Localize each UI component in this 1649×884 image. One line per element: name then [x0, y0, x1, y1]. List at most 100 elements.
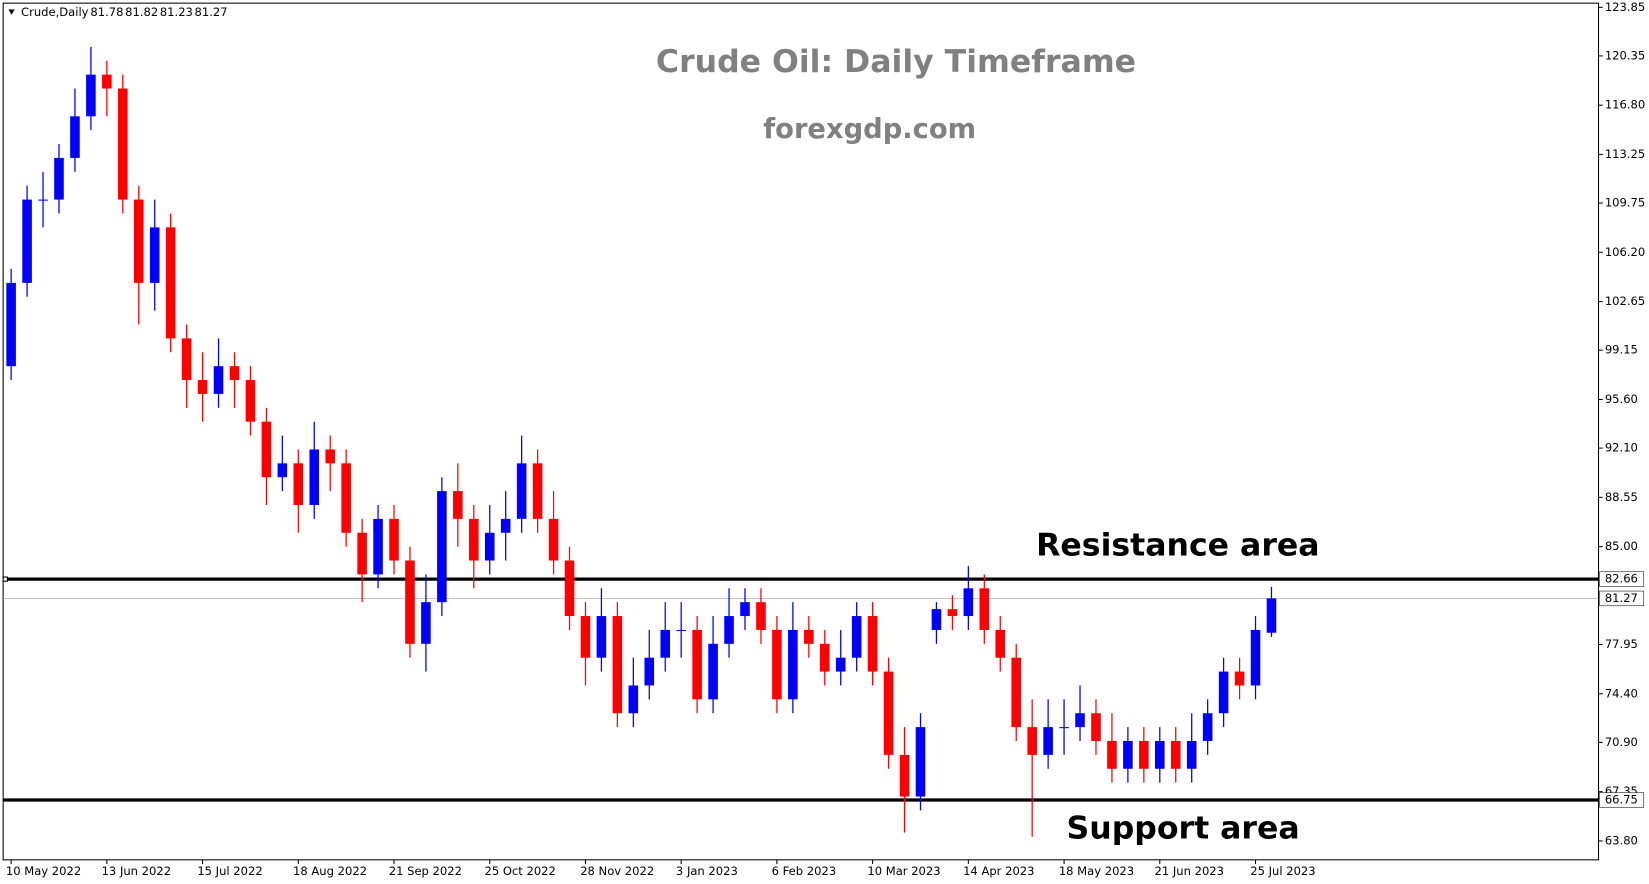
- y-tick-label: 113.25: [1605, 147, 1645, 161]
- candle-body: [245, 380, 256, 422]
- last-price-line-box: [1599, 590, 1645, 607]
- candle-body: [979, 588, 990, 630]
- x-tick-label: 28 Nov 2022: [580, 864, 654, 878]
- ohlc-header: 81.78 81.82 81.23 81.27: [90, 5, 227, 19]
- candle-body: [788, 629, 798, 700]
- y-tick-label: 63.80: [1605, 833, 1638, 847]
- candle-body: [86, 74, 96, 117]
- resistance-line-box: [1599, 571, 1645, 587]
- support-line-label: 66.75: [1605, 792, 1638, 806]
- candle-body: [883, 671, 894, 755]
- candle-body: [931, 609, 942, 630]
- candle-body: [181, 338, 192, 381]
- last-price-line-label: 81.27: [1605, 591, 1638, 605]
- candle-body: [453, 491, 463, 519]
- candle-body: [500, 518, 511, 533]
- candle-body: [405, 560, 415, 644]
- ohlc-value: 81.27: [195, 5, 228, 19]
- y-tick-label: 116.80: [1605, 98, 1645, 112]
- candle-body: [1234, 671, 1245, 686]
- candle-body: [548, 518, 559, 561]
- candle-body: [596, 616, 607, 658]
- candle-body: [772, 629, 782, 700]
- y-tick-label: 85.00: [1605, 539, 1638, 553]
- x-tick-label: 15 Jul 2022: [197, 864, 262, 878]
- chart-title: Crude Oil: Daily Timeframe: [656, 44, 1136, 80]
- candle-body: [1091, 713, 1101, 741]
- candle-body: [628, 685, 639, 714]
- candle-body: [756, 602, 766, 630]
- candle-body: [947, 609, 958, 617]
- candle-body: [133, 199, 144, 283]
- candle-body: [580, 616, 591, 658]
- x-tick-label: 25 Jul 2023: [1250, 864, 1315, 878]
- candle-body: [1059, 727, 1069, 729]
- candle-body: [851, 616, 862, 658]
- candle-body: [676, 629, 686, 631]
- candle-body: [915, 727, 926, 797]
- annotation: Support area: [1067, 810, 1300, 846]
- candle-body: [819, 643, 830, 672]
- x-tick-label: 3 Jan 2023: [676, 864, 738, 878]
- candle-body: [389, 518, 399, 561]
- candle-body: [1107, 740, 1117, 769]
- candle-body: [102, 74, 112, 89]
- candle-body: [277, 463, 288, 478]
- x-tick-label: 14 Apr 2023: [963, 864, 1034, 878]
- candle-body: [70, 116, 80, 158]
- candle-body: [532, 463, 543, 519]
- annotation: Resistance area: [1036, 528, 1319, 564]
- support-line-box: [1599, 792, 1645, 808]
- y-tick-label: 120.35: [1605, 48, 1645, 62]
- x-tick-label: 18 Aug 2022: [293, 864, 367, 878]
- x-tick-label: 6 Feb 2023: [772, 864, 837, 878]
- y-tick-label: 74.40: [1605, 686, 1638, 700]
- x-tick-label: 25 Oct 2022: [484, 864, 555, 878]
- candle-body: [118, 88, 128, 200]
- candle-body: [867, 616, 878, 672]
- candle-body: [197, 380, 208, 394]
- y-tick-label: 99.15: [1605, 343, 1638, 357]
- x-tick-label: 21 Jun 2023: [1155, 864, 1224, 878]
- candle-body: [341, 463, 351, 533]
- x-tick-label: 13 Jun 2022: [102, 864, 171, 878]
- candle-body: [484, 532, 495, 561]
- x-tick-label: 18 May 2023: [1059, 864, 1134, 878]
- ohlc-value: 81.23: [160, 5, 193, 19]
- candle-body: [1011, 657, 1021, 728]
- y-tick-label: 102.65: [1605, 294, 1645, 308]
- candle-body: [963, 588, 974, 617]
- candle-body: [804, 629, 814, 644]
- candle-body: [1266, 598, 1277, 633]
- candle-body: [1139, 740, 1149, 769]
- candle-body: [1250, 629, 1261, 686]
- candle-body: [1218, 671, 1229, 714]
- y-tick-label: 106.20: [1605, 245, 1645, 259]
- candle-body: [740, 602, 750, 617]
- candle-body: [22, 199, 32, 283]
- subtitle: forexgdp.com: [763, 114, 976, 145]
- candle-body: [1186, 740, 1197, 769]
- y-tick-label: 109.75: [1605, 196, 1645, 210]
- candle-body: [995, 629, 1006, 658]
- candle-body: [325, 449, 335, 464]
- x-tick-label: 21 Sep 2022: [389, 864, 462, 878]
- candle-body: [261, 421, 272, 478]
- candle-body: [357, 532, 367, 575]
- candle-body: [708, 643, 718, 700]
- candle-body: [899, 754, 910, 797]
- candle-body: [612, 616, 623, 714]
- candle-body: [6, 282, 16, 367]
- candle-body: [660, 629, 671, 658]
- candle-body: [724, 616, 734, 644]
- candle-body: [213, 366, 224, 394]
- candle-body: [373, 518, 383, 575]
- candle-body: [38, 199, 48, 201]
- x-tick-label: 10 Mar 2023: [867, 864, 940, 878]
- resistance-handle: [2, 576, 8, 582]
- candle-body: [1155, 740, 1165, 769]
- candle-body: [564, 560, 575, 617]
- candle-body: [469, 518, 479, 561]
- candle-body: [1170, 740, 1181, 769]
- candle-body: [54, 157, 64, 200]
